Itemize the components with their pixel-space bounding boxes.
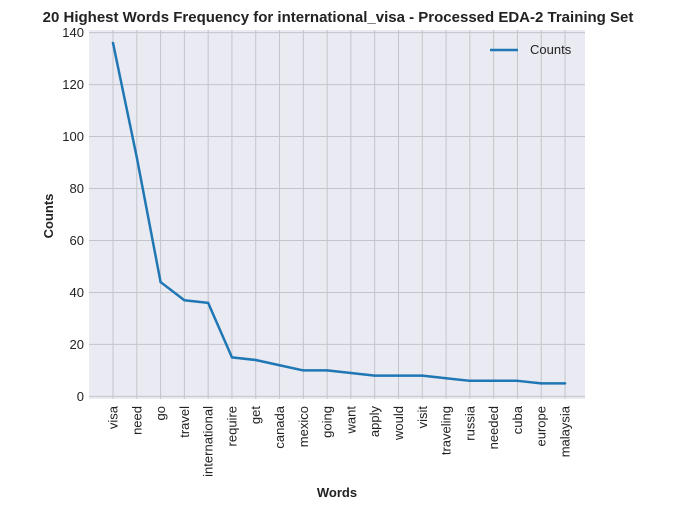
legend-label: Counts — [530, 42, 572, 57]
x-tick-label: europe — [534, 406, 549, 446]
y-tick-label: 80 — [70, 181, 84, 196]
x-tick-label: cuba — [510, 405, 525, 434]
data-point — [302, 369, 305, 372]
x-tick-label: would — [391, 406, 406, 441]
y-axis-label: Counts — [41, 194, 56, 239]
y-tick-label: 40 — [70, 285, 84, 300]
x-tick-label: require — [224, 406, 239, 446]
legend: Counts — [490, 42, 572, 57]
y-tick-label: 0 — [77, 389, 84, 404]
x-tick-label: needed — [486, 406, 501, 449]
series-line-counts — [111, 41, 567, 385]
data-point — [111, 41, 115, 45]
data-point — [516, 379, 519, 383]
x-tick-label: want — [343, 406, 358, 435]
chart-title: 20 Highest Words Frequency for internati… — [43, 9, 634, 26]
x-axis-label: Words — [317, 485, 357, 500]
data-point — [325, 369, 329, 372]
data-point — [468, 379, 472, 383]
y-tick-label: 100 — [62, 129, 84, 144]
data-point — [135, 156, 138, 159]
x-tick-label: go — [153, 406, 168, 420]
plot-area — [89, 30, 585, 399]
data-point — [230, 356, 234, 359]
data-point — [159, 280, 162, 284]
x-tick-label: get — [248, 406, 263, 424]
x-tick-label: international — [201, 406, 216, 477]
x-tick-label: visa — [106, 405, 121, 429]
x-tick-label: russia — [462, 405, 477, 440]
x-tick-label: malaysia — [558, 405, 573, 457]
x-tick-label: mexico — [296, 406, 311, 447]
x-tick-label: canada — [272, 405, 287, 448]
y-tick-label: 60 — [70, 233, 84, 248]
data-point — [540, 382, 543, 385]
y-tick-label: 140 — [62, 25, 84, 40]
x-tick-label: apply — [367, 406, 382, 438]
data-point — [421, 374, 424, 377]
x-tick-label: need — [129, 406, 144, 435]
x-tick-label: traveling — [439, 406, 454, 455]
data-point — [278, 364, 281, 367]
data-point — [492, 379, 495, 383]
data-point — [563, 382, 567, 385]
x-tick-labels: visa need go travel international require get c… — [106, 405, 573, 477]
y-tick-labels: 0 20 40 60 80 100 120 140 — [62, 25, 84, 404]
data-point — [397, 374, 400, 377]
series-lines — [111, 41, 567, 385]
y-gridlines — [89, 32, 585, 397]
data-point — [444, 377, 448, 380]
x-tick-label: going — [320, 406, 335, 438]
x-tick-label: travel — [177, 406, 192, 438]
data-point — [206, 301, 210, 305]
y-tick-label: 120 — [62, 77, 84, 92]
data-point — [373, 374, 376, 377]
data-point — [349, 371, 353, 375]
x-gridlines — [112, 30, 566, 399]
data-point — [183, 299, 186, 302]
data-point — [254, 358, 257, 362]
y-tick-label: 20 — [70, 337, 84, 352]
x-tick-label: visit — [415, 406, 430, 429]
